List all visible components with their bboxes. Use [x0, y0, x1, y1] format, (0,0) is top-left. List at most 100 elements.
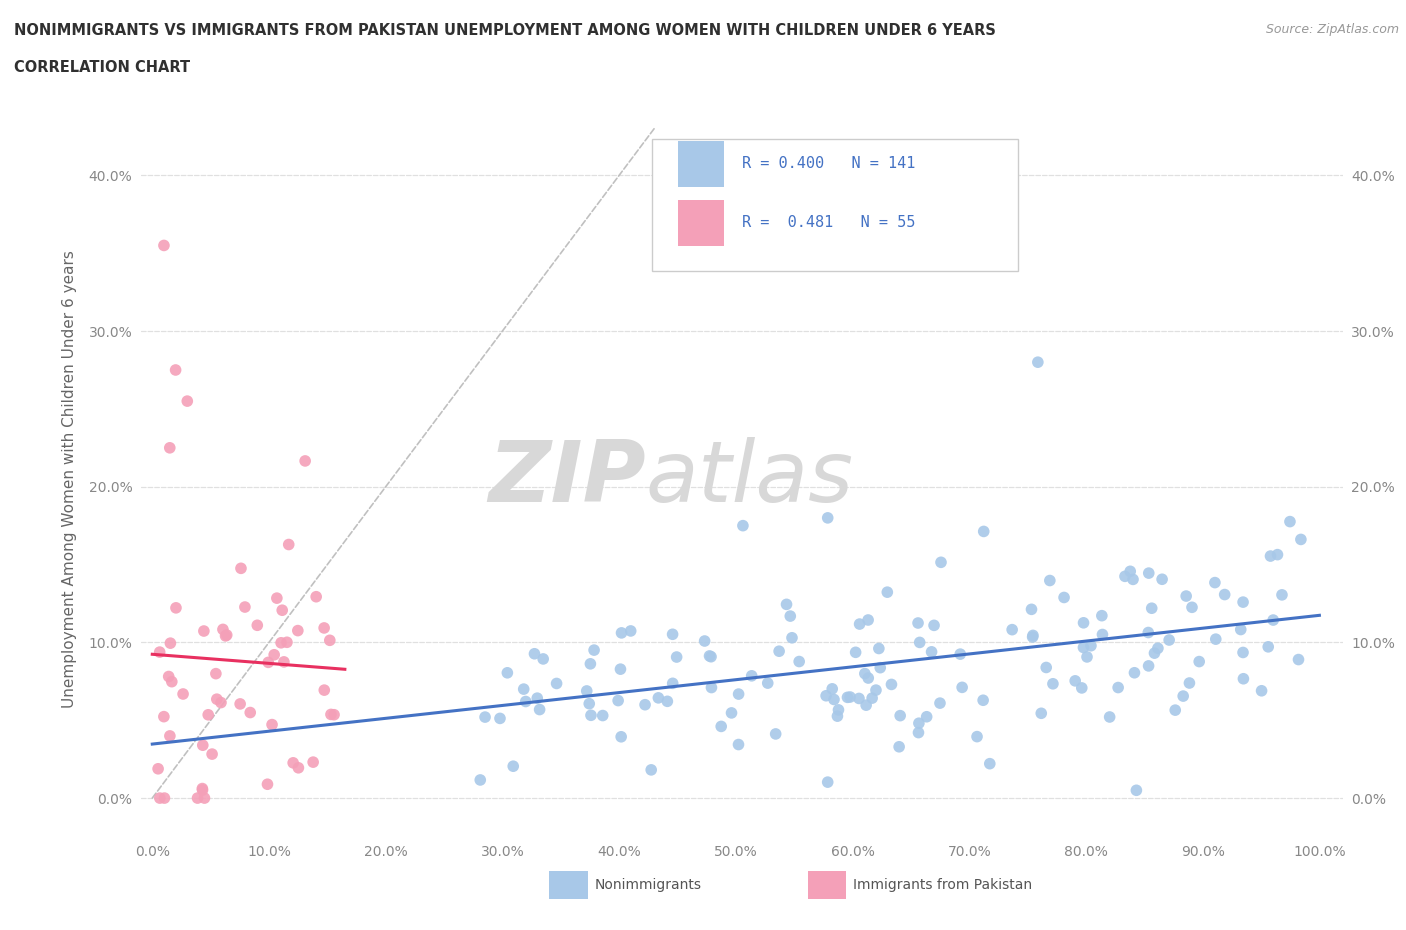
- Point: [1175, 589, 1198, 604]
- Point: [1114, 569, 1136, 584]
- Point: [283, 755, 305, 770]
- Point: [889, 709, 911, 724]
- Point: [1260, 549, 1282, 564]
- Point: [287, 761, 309, 776]
- Point: [1125, 783, 1147, 798]
- Point: [1263, 613, 1285, 628]
- Point: [1070, 681, 1092, 696]
- Point: [710, 719, 733, 734]
- Point: [780, 631, 803, 645]
- Point: [869, 660, 891, 675]
- Point: [1229, 622, 1251, 637]
- Text: ZIP: ZIP: [488, 437, 645, 521]
- Point: [1288, 652, 1310, 667]
- Point: [837, 690, 859, 705]
- Point: [907, 725, 929, 740]
- Point: [529, 702, 551, 717]
- Point: [1107, 680, 1129, 695]
- Point: [1271, 588, 1294, 603]
- Point: [149, 644, 172, 659]
- Point: [1064, 673, 1087, 688]
- Point: [1098, 710, 1121, 724]
- Text: R =  0.481   N = 55: R = 0.481 N = 55: [742, 215, 915, 230]
- Point: [950, 680, 973, 695]
- Point: [848, 617, 870, 631]
- Point: [610, 626, 633, 641]
- Point: [546, 676, 568, 691]
- Point: [273, 655, 295, 670]
- Point: [634, 698, 657, 712]
- Text: NONIMMIGRANTS VS IMMIGRANTS FROM PAKISTAN UNEMPLOYMENT AMONG WOMEN WITH CHILDREN: NONIMMIGRANTS VS IMMIGRANTS FROM PAKISTA…: [14, 23, 995, 38]
- Point: [1137, 565, 1160, 580]
- Point: [215, 628, 238, 643]
- Point: [165, 363, 187, 378]
- Point: [699, 648, 721, 663]
- Point: [640, 763, 662, 777]
- Point: [287, 623, 309, 638]
- Y-axis label: Unemployment Among Women with Children Under 6 years: Unemployment Among Women with Children U…: [62, 250, 77, 708]
- Point: [205, 666, 228, 681]
- Point: [1026, 354, 1049, 369]
- Point: [1173, 688, 1195, 703]
- Point: [1152, 572, 1174, 587]
- Point: [512, 682, 534, 697]
- Point: [823, 692, 845, 707]
- Point: [1031, 706, 1053, 721]
- Point: [314, 620, 336, 635]
- Point: [271, 603, 294, 618]
- Point: [1289, 532, 1312, 547]
- Point: [856, 613, 879, 628]
- Point: [1232, 645, 1254, 660]
- Point: [610, 729, 633, 744]
- FancyBboxPatch shape: [651, 139, 1018, 272]
- Point: [239, 705, 262, 720]
- Point: [1164, 703, 1187, 718]
- Point: [1080, 638, 1102, 653]
- Point: [276, 635, 298, 650]
- Point: [815, 688, 838, 703]
- Point: [1042, 676, 1064, 691]
- Point: [865, 683, 887, 698]
- Point: [657, 694, 679, 709]
- Point: [845, 644, 868, 659]
- Point: [1143, 645, 1166, 660]
- Point: [609, 662, 631, 677]
- Point: [302, 754, 325, 769]
- Point: [159, 441, 181, 456]
- Point: [1053, 590, 1076, 604]
- Point: [1073, 616, 1095, 631]
- Point: [233, 600, 256, 615]
- Point: [579, 708, 602, 723]
- Point: [1137, 625, 1160, 640]
- Point: [1140, 601, 1163, 616]
- Point: [229, 697, 252, 711]
- Point: [257, 655, 280, 670]
- Point: [607, 693, 630, 708]
- Point: [159, 728, 181, 743]
- Point: [256, 777, 278, 791]
- Point: [1137, 658, 1160, 673]
- Point: [531, 652, 554, 667]
- Point: [731, 518, 754, 533]
- Point: [1022, 628, 1045, 643]
- Bar: [678, 140, 724, 187]
- Point: [266, 591, 288, 605]
- Point: [1001, 622, 1024, 637]
- Point: [821, 682, 844, 697]
- Point: [186, 790, 208, 805]
- Point: [153, 238, 176, 253]
- Point: [246, 618, 269, 632]
- Point: [1123, 665, 1146, 680]
- Point: [908, 716, 931, 731]
- Point: [855, 698, 877, 712]
- Point: [1021, 630, 1043, 644]
- Point: [160, 674, 183, 689]
- Point: [922, 618, 945, 632]
- Point: [1178, 675, 1201, 690]
- Point: [314, 683, 336, 698]
- Point: [868, 641, 890, 656]
- Point: [887, 739, 910, 754]
- Point: [149, 790, 172, 805]
- Point: [1232, 671, 1254, 686]
- Point: [860, 691, 883, 706]
